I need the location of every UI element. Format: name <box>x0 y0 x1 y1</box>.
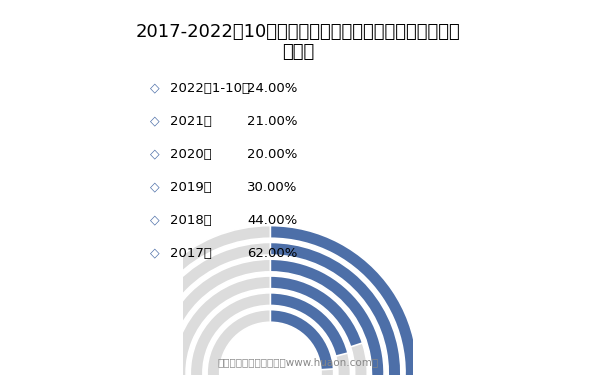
Text: 20.00%: 20.00% <box>247 148 298 160</box>
Wedge shape <box>123 226 418 375</box>
Wedge shape <box>271 259 384 375</box>
Wedge shape <box>140 242 401 375</box>
Text: 62.00%: 62.00% <box>247 247 298 259</box>
Wedge shape <box>271 242 401 375</box>
Text: 2022年1-10月: 2022年1-10月 <box>170 82 250 94</box>
Text: 30.00%: 30.00% <box>247 181 298 194</box>
Text: ◇: ◇ <box>150 247 160 259</box>
Text: 2017年: 2017年 <box>170 247 212 259</box>
Wedge shape <box>169 226 418 375</box>
Text: ◇: ◇ <box>150 181 160 194</box>
Text: 44.00%: 44.00% <box>247 214 297 226</box>
Wedge shape <box>271 293 348 356</box>
Wedge shape <box>173 276 367 375</box>
Text: 21.00%: 21.00% <box>247 115 298 128</box>
Text: 2021年: 2021年 <box>170 115 212 128</box>
Text: 2019年: 2019年 <box>170 181 212 194</box>
Text: 2018年: 2018年 <box>170 214 212 226</box>
Wedge shape <box>190 293 350 375</box>
Wedge shape <box>271 276 362 347</box>
Text: 2020年: 2020年 <box>170 148 212 160</box>
Text: 24.00%: 24.00% <box>247 82 298 94</box>
Wedge shape <box>271 310 334 370</box>
Text: ◇: ◇ <box>150 148 160 160</box>
Text: ◇: ◇ <box>150 115 160 128</box>
Text: 制图：华经产业研究院（www.huaon.com）: 制图：华经产业研究院（www.huaon.com） <box>218 357 378 368</box>
Text: ◇: ◇ <box>150 214 160 226</box>
Wedge shape <box>157 259 384 375</box>
Wedge shape <box>207 310 334 375</box>
Text: ◇: ◇ <box>150 82 160 94</box>
Text: 2017-2022年10月大连商品交易所期权成交金额占全国市
场比重: 2017-2022年10月大连商品交易所期权成交金额占全国市 场比重 <box>136 22 460 61</box>
